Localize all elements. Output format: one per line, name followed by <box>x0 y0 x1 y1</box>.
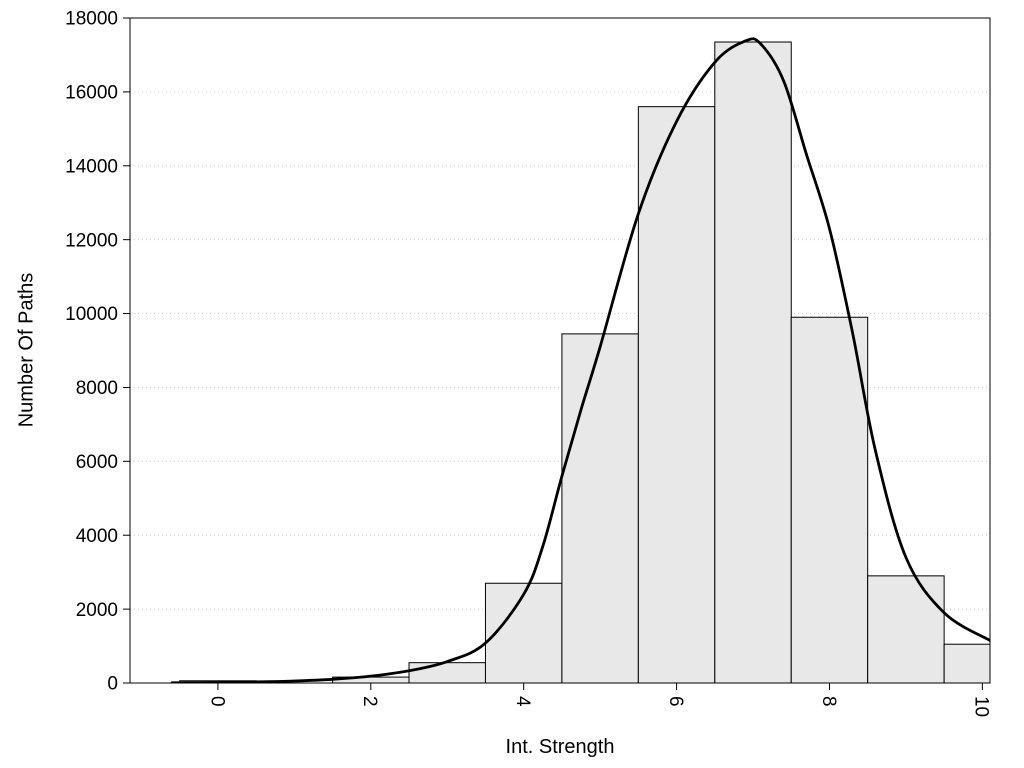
y-tick-label: 0 <box>107 674 118 695</box>
histogram-bar <box>561 333 639 683</box>
x-tick-label: 8 <box>818 696 839 707</box>
histogram-bar <box>484 582 563 683</box>
y-tick-label: 16000 <box>65 83 118 104</box>
x-tick-label: 6 <box>665 696 686 707</box>
histogram-bar <box>943 643 990 683</box>
histogram-bar <box>714 41 792 683</box>
y-tick-label: 8000 <box>76 378 118 399</box>
y-tick-label: 6000 <box>76 452 118 473</box>
plot-border <box>129 17 991 684</box>
density-curve-group <box>170 37 990 683</box>
x-tick-label: 0 <box>206 696 227 707</box>
histogram-bar <box>867 575 945 683</box>
x-axis-title: Int. Strength <box>505 736 615 758</box>
x-tick-label: 10 <box>971 696 992 717</box>
y-tick-label: 18000 <box>65 9 118 30</box>
histogram-bar <box>637 106 716 683</box>
x-tick-label: 2 <box>359 696 380 707</box>
x-tick-label: 4 <box>512 696 533 707</box>
y-tick-label: 2000 <box>76 600 118 621</box>
histogram-bars <box>179 41 990 683</box>
y-tick-label: 14000 <box>65 156 118 177</box>
y-tick-label: 12000 <box>65 230 118 251</box>
y-axis-title: Number Of Paths <box>15 272 38 428</box>
y-tick-label: 4000 <box>76 526 118 547</box>
y-tick-label: 10000 <box>65 304 118 325</box>
density-curve <box>170 37 990 683</box>
histogram-bar <box>408 662 486 683</box>
histogram-bar <box>790 316 869 683</box>
